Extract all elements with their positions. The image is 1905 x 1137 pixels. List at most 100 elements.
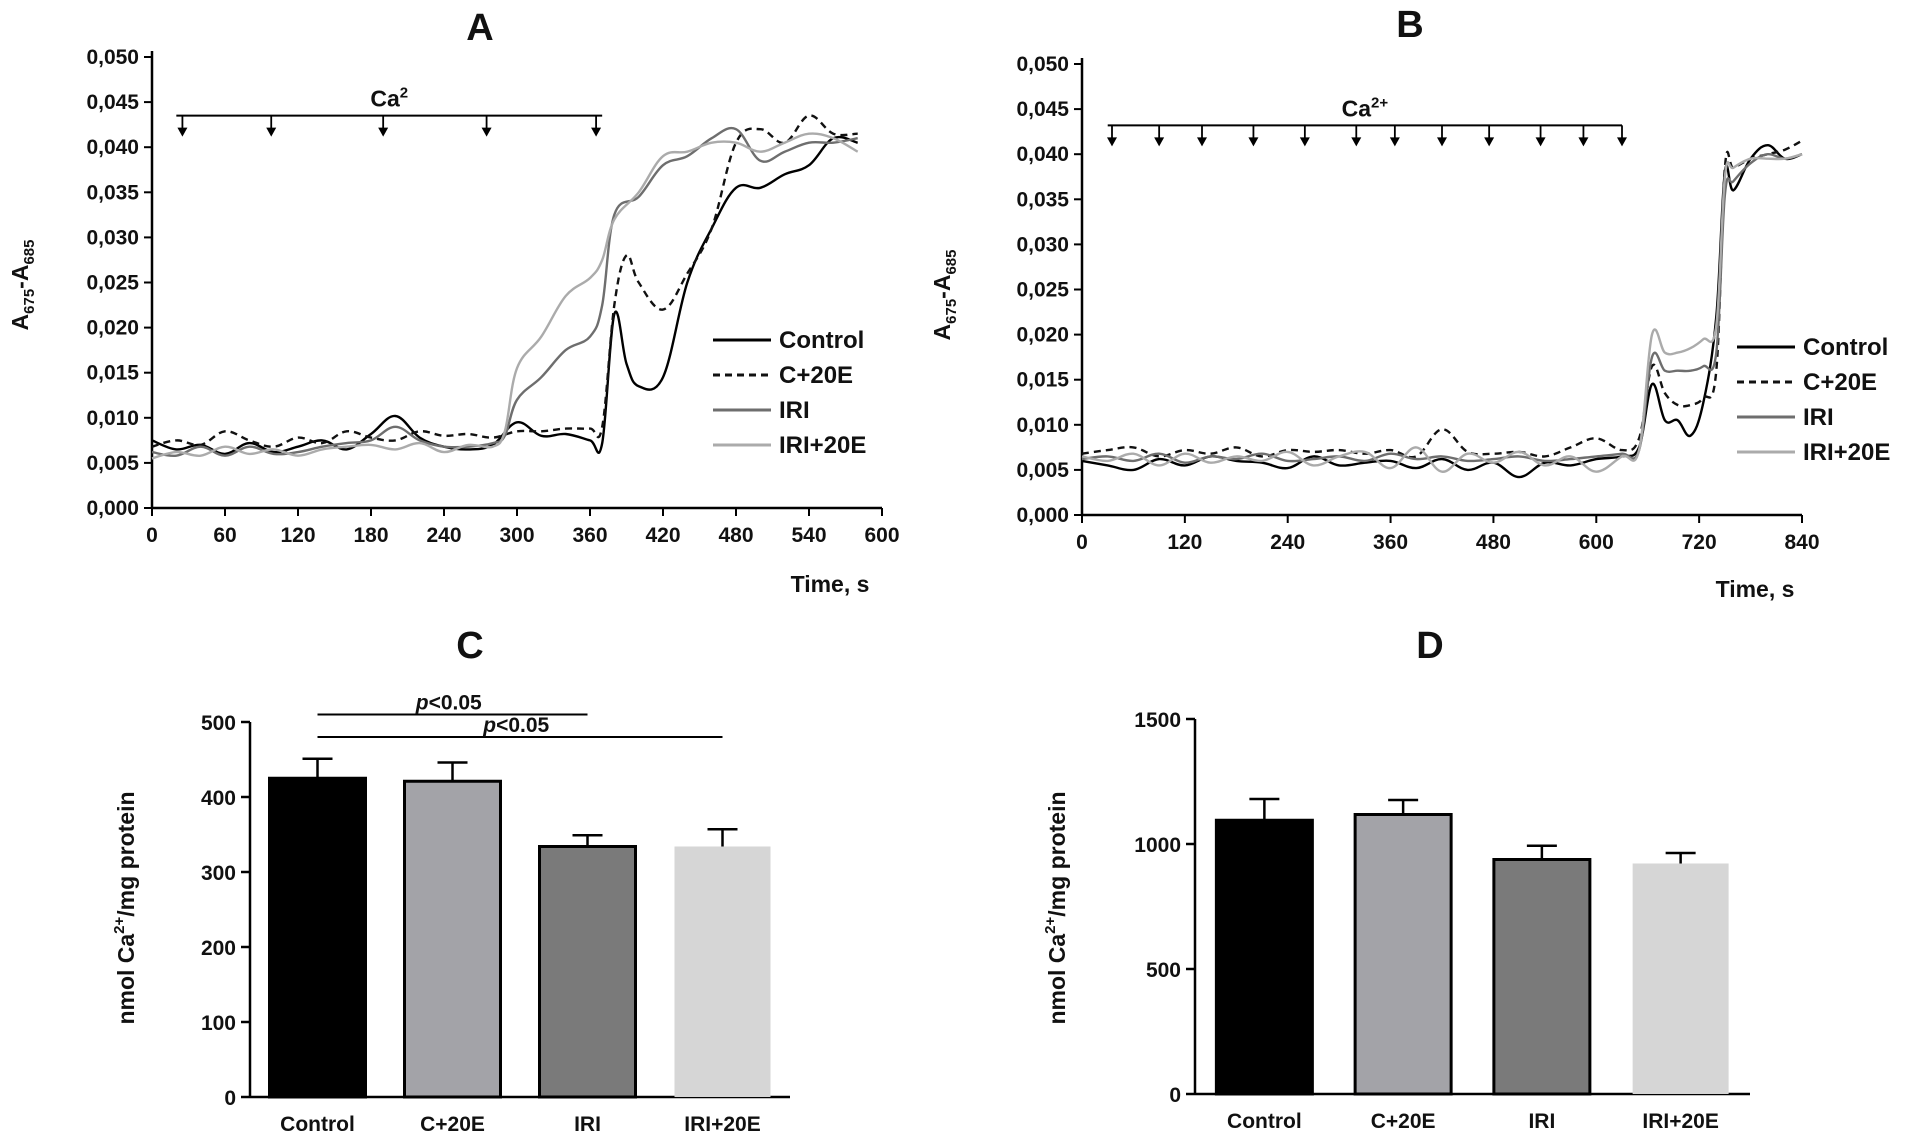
y-tick-label: 500 — [201, 712, 236, 735]
bar-control — [1214, 818, 1314, 1096]
legend-label: C+20E — [779, 362, 853, 389]
calcium-arrow-head — [1389, 137, 1400, 147]
calcium-arrow-head — [1107, 137, 1117, 147]
panel-c-bar-chart: C 0 100 200 300 400 500 nmol Ca2+/mg protein Con… — [111, 625, 790, 1136]
legend-label: Control — [779, 327, 864, 354]
series-line-control — [151, 135, 859, 456]
legend-label: IRI+20E — [779, 432, 866, 459]
bar-iri — [538, 845, 637, 1099]
y-tick-label: 0,035 — [1016, 188, 1069, 211]
calcium-arrow-head — [1197, 137, 1207, 147]
calcium-arrow-head — [1299, 137, 1310, 147]
x-tick-label: 120 — [280, 524, 315, 547]
y-tick-label: 0,010 — [1016, 414, 1069, 437]
y-tick-label: 500 — [1146, 959, 1181, 982]
bar-iri — [1492, 858, 1592, 1096]
calcium-label: Ca2 — [370, 85, 408, 112]
y-tick-label: 0,005 — [86, 452, 139, 475]
calcium-arrow-head — [378, 127, 389, 137]
x-axis-title: Time, s — [791, 571, 870, 597]
x-tick-label: 600 — [1579, 531, 1614, 554]
calcium-arrow-head — [1535, 137, 1546, 147]
category-label: IRI — [1528, 1110, 1555, 1133]
y-tick-label: 400 — [201, 787, 236, 810]
y-tick-label: 0,030 — [86, 226, 139, 249]
calcium-arrow-head — [266, 127, 277, 137]
legend-label: Control — [1803, 334, 1888, 361]
y-tick-label: 0,015 — [86, 362, 139, 385]
panel-letter: B — [1396, 4, 1423, 46]
series-line-iri — [151, 126, 858, 458]
significance-label: p<0.05 — [415, 692, 482, 715]
calcium-arrow-head — [1154, 137, 1165, 147]
y-tick-label: 0,025 — [1016, 279, 1069, 302]
x-tick-label: 360 — [572, 524, 607, 547]
y-tick-label: 200 — [201, 937, 236, 960]
category-label: IRI+20E — [684, 1113, 760, 1136]
series-line-iri-20e — [151, 132, 859, 460]
bar-iri-20e — [674, 846, 771, 1097]
y-tick-label: 0,010 — [86, 407, 139, 430]
x-tick-label: 600 — [864, 524, 899, 547]
category-label: IRI — [574, 1113, 601, 1136]
x-tick-label: 60 — [213, 524, 236, 547]
x-tick-label: 480 — [718, 524, 753, 547]
legend-label: IRI+20E — [1803, 439, 1890, 466]
category-label: Control — [280, 1113, 355, 1136]
x-tick-label: 0 — [1076, 531, 1088, 554]
y-tick-label: 0,050 — [1016, 53, 1069, 76]
legend-label: C+20E — [1803, 369, 1877, 396]
y-tick-label: 0,045 — [86, 91, 139, 114]
y-axis-title: A675-A685 — [7, 240, 38, 331]
x-tick-label: 540 — [791, 524, 826, 547]
y-tick-label: 0,000 — [86, 497, 139, 520]
x-tick-label: 0 — [146, 524, 158, 547]
y-tick-label: 0,050 — [86, 46, 139, 69]
series-line-iri-20e — [1081, 153, 1803, 473]
calcium-arrow-head — [591, 127, 602, 137]
legend-label: IRI — [1803, 404, 1834, 431]
category-label: C+20E — [420, 1113, 485, 1136]
panel-b-line-chart: B 0,000 0,005 0,010 0,015 0,020 0,025 0,030 0,03… — [929, 4, 1890, 602]
x-tick-label: 840 — [1784, 531, 1819, 554]
y-tick-label: 0 — [224, 1087, 236, 1110]
y-tick-label: 0,000 — [1016, 504, 1069, 527]
y-tick-label: 300 — [201, 862, 236, 885]
category-label: Control — [1227, 1110, 1302, 1133]
y-tick-label: 0,005 — [1016, 459, 1069, 482]
significance-label: p<0.05 — [482, 714, 549, 737]
y-tick-label: 0,025 — [86, 272, 139, 295]
panel-letter: D — [1416, 625, 1443, 667]
bar-iri-20e — [1632, 863, 1729, 1094]
x-tick-label: 240 — [1270, 531, 1305, 554]
x-tick-label: 180 — [353, 524, 388, 547]
y-tick-label: 1500 — [1134, 709, 1181, 732]
y-tick-label: 0,030 — [1016, 233, 1069, 256]
series-line-control — [1081, 144, 1803, 479]
bar-control — [268, 776, 367, 1099]
series-line-c-20e — [1081, 139, 1803, 459]
y-axis-title: nmol Ca2+/mg protein — [1042, 791, 1070, 1024]
y-tick-label: 0,020 — [86, 317, 139, 340]
y-tick-label: 0,035 — [86, 181, 139, 204]
calcium-arrow-head — [481, 127, 492, 137]
y-tick-label: 1000 — [1134, 834, 1181, 857]
series-line-iri — [1081, 152, 1803, 464]
x-tick-label: 120 — [1167, 531, 1202, 554]
calcium-arrow-head — [1617, 137, 1627, 147]
x-tick-label: 420 — [645, 524, 680, 547]
x-tick-label: 360 — [1373, 531, 1408, 554]
bar-c-20e — [403, 779, 502, 1099]
y-tick-label: 0,020 — [1016, 324, 1069, 347]
panel-a-line-chart: A 0,000 0,005 0,010 0,015 0,020 0,025 0,030 0,03… — [7, 7, 900, 597]
panel-letter: C — [456, 625, 483, 667]
x-tick-label: 480 — [1476, 531, 1511, 554]
calcium-arrow-head — [1437, 137, 1447, 147]
calcium-arrow-head — [1484, 137, 1495, 147]
calcium-arrow-head — [1351, 137, 1362, 147]
calcium-arrow-head — [1248, 137, 1259, 147]
panel-d-bar-chart: D 0 500 1000 1500 nmol Ca2+/mg protein Control… — [1042, 625, 1750, 1133]
y-tick-label: 0,040 — [86, 136, 139, 159]
x-axis-title: Time, s — [1716, 576, 1795, 602]
